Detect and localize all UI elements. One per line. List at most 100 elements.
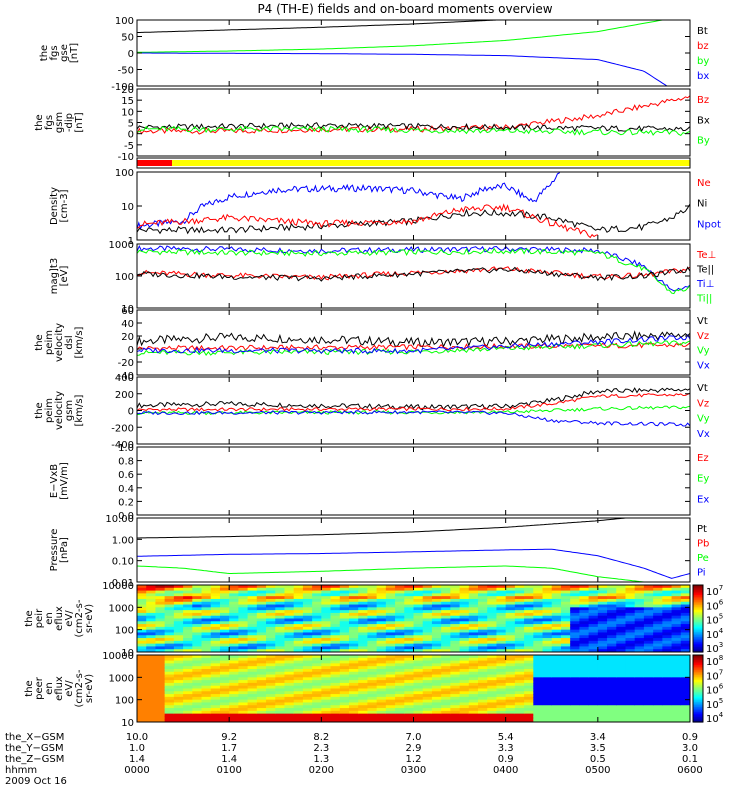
heatmap-cell — [450, 705, 461, 709]
heatmap-cell — [229, 688, 239, 692]
heatmap-cell — [579, 691, 590, 695]
x-tick-label: 0200 — [309, 765, 334, 776]
heatmap-cell — [210, 716, 221, 720]
series-line-Vy — [137, 405, 690, 416]
heatmap-cell — [192, 668, 203, 673]
heatmap-cell — [404, 618, 415, 622]
heatmap-cell — [643, 688, 654, 692]
heatmap-cell — [542, 585, 553, 589]
heatmap-cell — [514, 638, 525, 642]
heatmap-cell — [275, 702, 286, 706]
heatmap-cell — [284, 624, 295, 628]
heatmap-cell — [478, 682, 488, 687]
heatmap-cell — [514, 680, 525, 684]
heatmap-cell — [201, 688, 212, 692]
heatmap-cell — [395, 688, 405, 692]
heatmap-cell — [450, 638, 461, 642]
heatmap-cell — [542, 610, 553, 614]
heatmap-cell — [607, 646, 617, 650]
heatmap-cell — [247, 585, 258, 589]
heatmap-cell — [155, 685, 166, 690]
heatmap-cell — [358, 635, 369, 639]
heatmap-cell — [413, 677, 424, 681]
heatmap-cell — [266, 612, 276, 617]
heatmap-cell — [229, 699, 239, 704]
heatmap-cell — [625, 598, 636, 603]
y-axis-label: fgs — [44, 115, 55, 130]
heatmap-cell — [229, 671, 239, 676]
heatmap-cell — [284, 660, 295, 664]
heatmap-cell — [293, 671, 304, 676]
heatmap-cell — [210, 601, 221, 606]
heatmap-cell — [395, 668, 405, 673]
heatmap-cell — [330, 612, 341, 617]
heatmap-cell — [487, 696, 498, 701]
heatmap-cell — [505, 680, 516, 684]
heatmap-cell — [505, 671, 516, 676]
heatmap-cell — [597, 691, 608, 695]
heatmap-cell — [210, 618, 221, 622]
heatmap-cell — [210, 696, 221, 701]
heatmap-cell — [680, 607, 690, 611]
colorbar-tick: 108 — [706, 654, 723, 668]
heatmap-cell — [367, 607, 378, 611]
heatmap-cell — [478, 626, 488, 631]
heatmap-cell — [468, 624, 479, 628]
heatmap-cell — [238, 682, 249, 687]
heatmap-cell — [671, 719, 682, 722]
heatmap-cell — [533, 635, 544, 639]
heatmap-cell — [524, 646, 534, 650]
heatmap-cell — [597, 702, 608, 706]
heatmap-cell — [348, 601, 359, 606]
heatmap-cell — [256, 618, 267, 622]
heatmap-cell — [570, 691, 580, 695]
heatmap-cell — [505, 596, 516, 600]
heatmap-cell — [616, 685, 627, 690]
heatmap-cell — [533, 660, 544, 664]
heatmap-cell — [478, 657, 488, 662]
heatmap-cell — [385, 674, 396, 678]
heatmap-cell — [256, 682, 267, 687]
heatmap-cell — [542, 677, 553, 681]
heatmap-cell — [385, 699, 396, 704]
heatmap-cell — [634, 655, 645, 659]
heatmap-cell — [579, 657, 590, 662]
heatmap-cell — [524, 699, 534, 704]
heatmap-cell — [422, 649, 433, 652]
heatmap-cell — [376, 585, 387, 589]
heatmap-cell — [625, 668, 636, 673]
y-axis-label: mag]t3 — [49, 258, 60, 294]
heatmap-cell — [579, 618, 590, 622]
heatmap-cell — [339, 699, 350, 704]
heatmap-cell — [496, 626, 507, 631]
heatmap-cell — [395, 660, 405, 664]
heatmap-cell — [146, 708, 157, 712]
heatmap-cell — [284, 677, 295, 681]
heatmap-cell — [570, 607, 580, 611]
heatmap-cell — [616, 601, 627, 606]
heatmap-cell — [348, 624, 359, 628]
heatmap-cell — [293, 618, 304, 622]
y-axis-label: the — [39, 45, 50, 61]
heatmap-cell — [487, 682, 498, 687]
heatmap-cell — [183, 587, 193, 592]
heatmap-cell — [607, 668, 617, 673]
heatmap-cell — [330, 598, 341, 603]
heatmap-cell — [155, 646, 166, 650]
heatmap-cell — [533, 590, 544, 594]
heatmap-cell — [192, 624, 203, 628]
heatmap-cell — [146, 601, 157, 606]
heatmap-cell — [155, 699, 166, 704]
heatmap-cell — [155, 666, 166, 670]
heatmap-cell — [607, 587, 617, 592]
heatmap-cell — [385, 640, 396, 645]
heatmap-cell — [413, 694, 424, 698]
heatmap-cell — [312, 590, 322, 594]
heatmap-cell — [192, 713, 203, 718]
heatmap-cell — [247, 604, 258, 608]
heatmap-cell — [385, 638, 396, 642]
heatmap-cell — [385, 660, 396, 664]
heatmap-cell — [542, 685, 553, 690]
heatmap-cell — [653, 585, 663, 589]
heatmap-cell — [441, 680, 451, 684]
